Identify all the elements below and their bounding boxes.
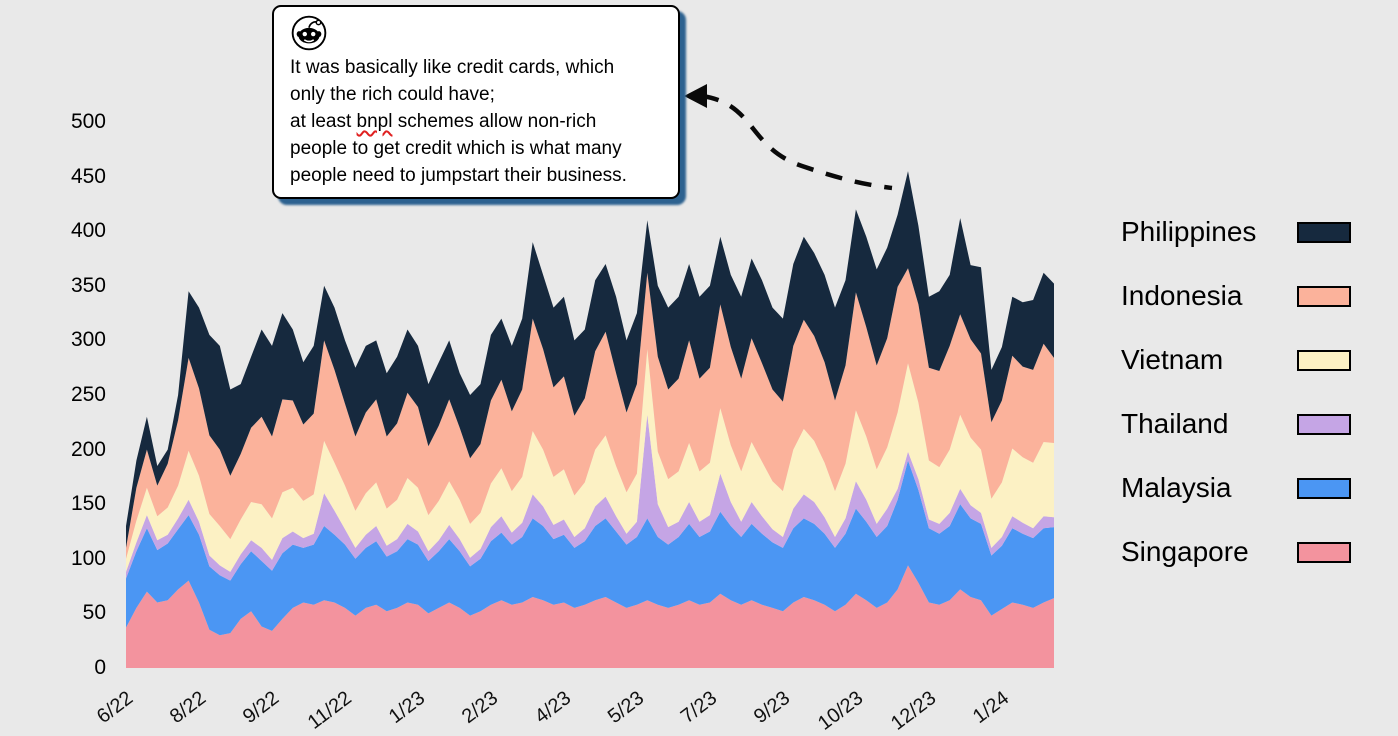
trends-chart-page: 0 50 100 150 200 250 300 350 400 450 500 6/22 8/22 9… xyxy=(70,5,1355,735)
legend-label: Malaysia xyxy=(1121,472,1232,503)
quote-line: people to get credit which is what many xyxy=(290,138,622,159)
x-tick-label: 5/23 xyxy=(603,687,649,729)
y-tick-label: 0 xyxy=(94,656,106,679)
legend-label: Indonesia xyxy=(1121,280,1243,311)
legend-item-vietnam: Vietnam xyxy=(1121,340,1355,380)
quote-line: It was basically like credit cards, whic… xyxy=(290,57,615,78)
quote-line: only the rich could have; xyxy=(290,84,495,105)
legend-item-malaysia: Malaysia xyxy=(1121,468,1355,508)
area-series-malaysia xyxy=(126,460,1054,636)
quote-misspelled-word: bnpl xyxy=(356,111,393,132)
x-tick-label: 11/22 xyxy=(304,687,357,734)
x-tick-label: 8/22 xyxy=(165,687,211,729)
x-tick-label: 6/22 xyxy=(92,687,138,729)
y-tick-label: 50 xyxy=(82,601,106,625)
legend-item-indonesia: Indonesia xyxy=(1121,276,1355,316)
legend-swatch xyxy=(1297,222,1351,243)
legend-swatch xyxy=(1297,542,1351,563)
x-tick-label: 10/23 xyxy=(813,687,868,735)
y-tick-label: 100 xyxy=(70,546,106,570)
x-tick-label: 9/22 xyxy=(238,687,284,729)
legend-swatch xyxy=(1297,350,1351,371)
y-tick-label: 150 xyxy=(70,492,106,516)
legend-item-thailand: Thailand xyxy=(1121,404,1355,444)
x-tick-label: 1/23 xyxy=(384,687,430,729)
quote-line: at least xyxy=(290,111,357,132)
legend-label: Vietnam xyxy=(1121,344,1224,375)
x-tick-label: 4/23 xyxy=(530,687,576,729)
quote-line: people need to jumpstart their business. xyxy=(290,165,627,186)
x-tick-label: 9/23 xyxy=(749,687,795,729)
area-series-vietnam xyxy=(126,349,1054,572)
arrow-head-icon xyxy=(684,84,707,108)
x-tick-label: 1/24 xyxy=(968,687,1014,729)
x-tick-label: 7/23 xyxy=(676,687,722,729)
legend-label: Thailand xyxy=(1121,408,1229,439)
legend-label: Singapore xyxy=(1121,536,1249,567)
y-tick-label: 500 xyxy=(70,110,106,133)
legend-swatch xyxy=(1297,414,1351,435)
quote-line: schemes allow non-rich xyxy=(392,111,597,132)
x-tick-label: 12/23 xyxy=(886,687,941,735)
x-tick-label: 2/23 xyxy=(457,687,503,729)
quote-callout: It was basically like credit cards, whic… xyxy=(272,5,680,199)
legend-label: Philippines xyxy=(1121,216,1257,247)
area-series-indonesia xyxy=(126,268,1054,559)
legend-item-singapore: Singapore xyxy=(1121,532,1355,572)
reddit-icon xyxy=(290,14,328,52)
y-tick-label: 200 xyxy=(70,437,106,461)
legend-swatch xyxy=(1297,478,1351,499)
y-tick-label: 350 xyxy=(70,273,106,297)
stacked-area-chart xyxy=(126,171,1054,668)
y-tick-label: 250 xyxy=(70,383,106,406)
area-series-philippines xyxy=(126,171,1054,548)
legend-item-philippines: Philippines xyxy=(1121,212,1355,252)
legend-swatch xyxy=(1297,286,1351,307)
quote-text: It was basically like credit cards, whic… xyxy=(290,54,663,189)
area-series-singapore xyxy=(126,565,1054,668)
y-tick-label: 450 xyxy=(70,164,106,188)
y-tick-label: 300 xyxy=(70,328,106,352)
y-tick-label: 400 xyxy=(70,219,106,243)
